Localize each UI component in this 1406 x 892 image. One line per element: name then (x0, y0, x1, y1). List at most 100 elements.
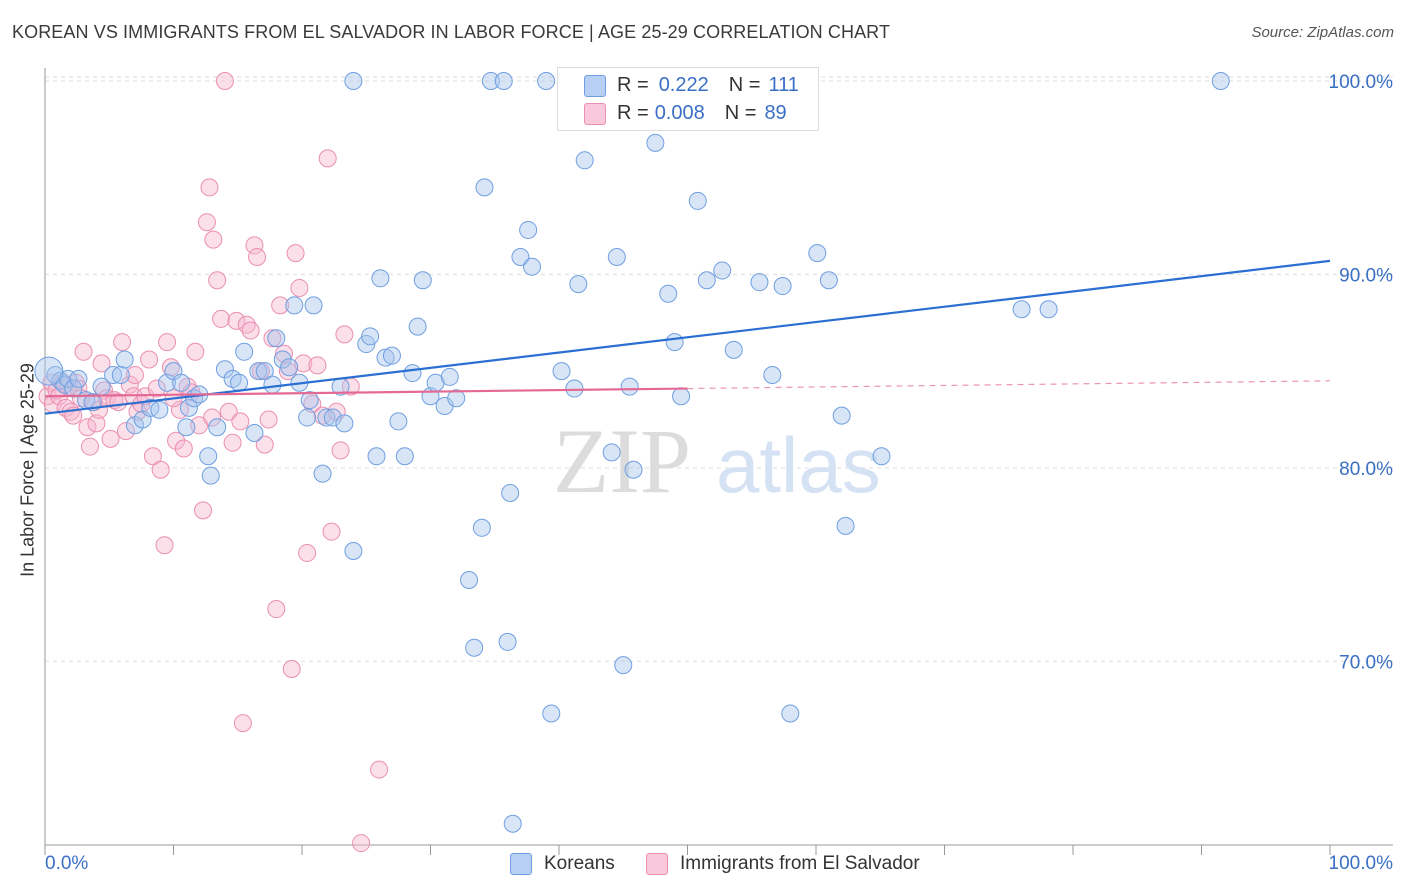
el-salvador-point (78, 418, 97, 437)
korean-point (542, 704, 561, 723)
el-salvador-point (203, 408, 222, 427)
korean-point (688, 191, 707, 210)
korean-point (255, 362, 274, 381)
korean-point (501, 483, 520, 502)
korean-point (208, 418, 227, 437)
el-salvador-point (241, 321, 260, 340)
el-salvador-point (197, 213, 216, 232)
korean-point (614, 656, 633, 675)
el-salvador-point (233, 714, 252, 733)
korean-point (367, 447, 386, 466)
bottom-legend-swatch-el-salvador (646, 853, 668, 875)
el-salvador-point (352, 834, 371, 853)
korean-point (280, 358, 299, 377)
legend-swatch-koreans (584, 75, 606, 97)
el-salvador-point (92, 354, 111, 373)
el-salvador-point (186, 342, 205, 361)
el-salvador-point (167, 431, 186, 450)
el-salvador-trend-extension (687, 380, 1331, 390)
korean-point (523, 257, 542, 276)
korean-point (665, 333, 684, 352)
korean-point (408, 317, 427, 336)
el-salvador-trend-line (44, 387, 688, 398)
el-salvador-point (80, 437, 99, 456)
el-salvador-point (204, 230, 223, 249)
korean-point (179, 398, 198, 417)
legend-n-label: N = (728, 73, 761, 96)
el-salvador-point (101, 429, 120, 448)
korean-point (836, 516, 855, 535)
korean-point (245, 424, 264, 443)
el-salvador-point (219, 402, 238, 421)
korean-point (141, 398, 160, 417)
korean-point (460, 571, 479, 590)
korean-point (376, 348, 395, 367)
el-salvador-point (170, 400, 189, 419)
x-tick-label-max: 100.0% (1329, 853, 1394, 874)
korean-point (620, 377, 639, 396)
el-salvador-point (286, 244, 305, 263)
el-salvador-point (308, 356, 327, 375)
korean-point (498, 632, 517, 651)
korean-point (646, 133, 665, 152)
korean-point (389, 412, 408, 431)
korean-point (267, 329, 286, 348)
korean-point (472, 518, 491, 537)
el-salvador-point (155, 536, 174, 555)
el-salvador-point (223, 433, 242, 452)
korean-point (602, 443, 621, 462)
korean-point (624, 460, 643, 479)
el-salvador-point (215, 72, 234, 91)
bottom-legend-label-el-salvador: Immigrants from El Salvador (680, 853, 920, 874)
series-koreans-points (34, 72, 1230, 833)
el-salvador-point (275, 344, 294, 363)
korean-point (773, 277, 792, 296)
chart-title: KOREAN VS IMMIGRANTS FROM EL SALVADOR IN… (12, 22, 891, 42)
el-salvador-point (208, 271, 227, 290)
y-tick-label: 100.0% (1329, 72, 1394, 93)
korean-point (750, 273, 769, 292)
korean-point (263, 375, 282, 394)
korean-point (781, 704, 800, 723)
el-salvador-point (231, 412, 250, 431)
y-tick-label: 90.0% (1339, 265, 1393, 286)
el-salvador-point (143, 447, 162, 466)
korean-point (1012, 300, 1031, 319)
axes (44, 68, 1393, 855)
el-salvador-point (227, 311, 246, 330)
korean-point (565, 379, 584, 398)
el-salvador-point (245, 236, 264, 255)
legend-n-value: 111 (768, 73, 799, 96)
korean-point (511, 248, 530, 267)
korean-point (819, 271, 838, 290)
korean-point (323, 408, 342, 427)
el-salvador-point (113, 333, 132, 352)
korean-point (440, 367, 459, 386)
korean-point (83, 393, 102, 412)
el-salvador-point (335, 325, 354, 344)
korean-point (235, 342, 254, 361)
korean-point (285, 296, 304, 315)
y-axis-label: In Labor Force | Age 25-29 (17, 363, 38, 577)
bottom-legend-swatch-koreans (510, 853, 532, 875)
korean-point (201, 466, 220, 485)
korean-point (503, 814, 522, 833)
korean-point (697, 271, 716, 290)
korean-point (249, 362, 268, 381)
el-salvador-point (255, 435, 274, 454)
el-salvador-point (74, 342, 93, 361)
korean-point (724, 340, 743, 359)
bottom-legend-label-koreans: Koreans (544, 853, 615, 874)
korean-point (607, 248, 626, 267)
el-salvador-point (318, 149, 337, 168)
korean-point (361, 327, 380, 346)
korean-point (475, 178, 494, 197)
korean-point (447, 389, 466, 408)
watermark-atlas: atlas (716, 421, 881, 509)
el-salvador-point (248, 248, 267, 267)
gridlines (45, 76, 1393, 662)
el-salvador-point (151, 460, 170, 479)
el-salvador-point (212, 309, 231, 328)
korean-point (172, 373, 191, 392)
